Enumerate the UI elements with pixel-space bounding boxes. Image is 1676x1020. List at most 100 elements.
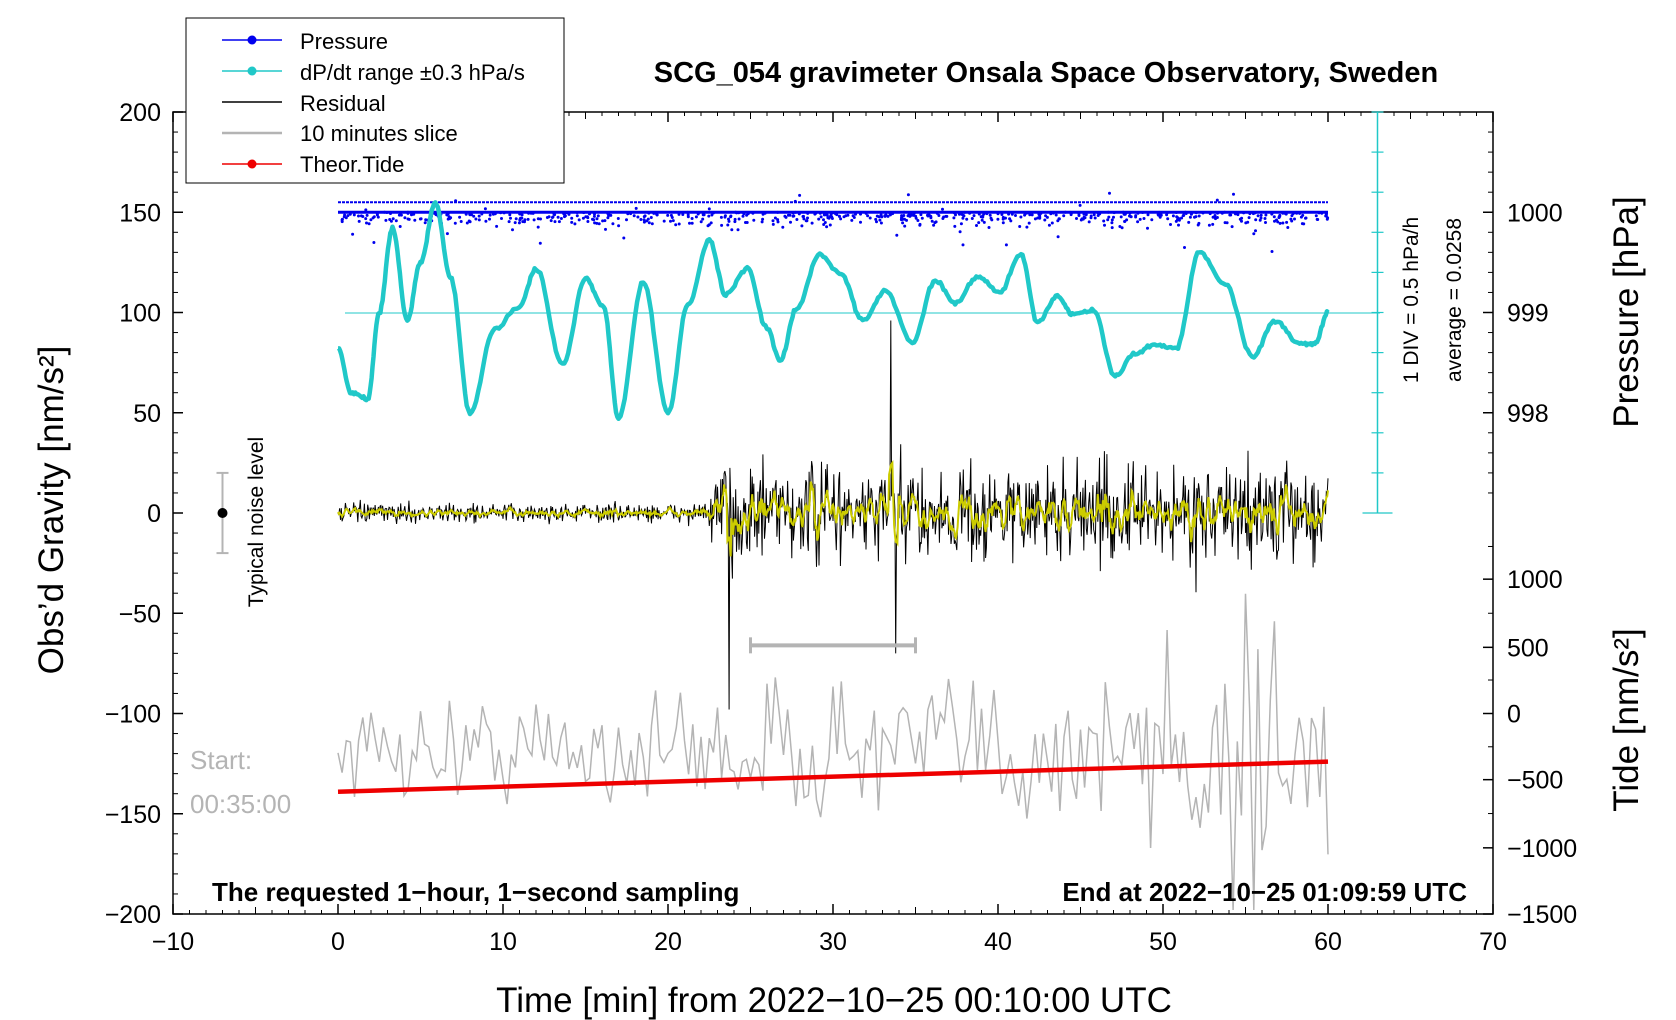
pressure-point bbox=[697, 211, 701, 215]
pressure-point bbox=[952, 216, 956, 220]
pressure-point bbox=[509, 216, 512, 220]
pressure-point bbox=[645, 219, 649, 223]
pressure-point bbox=[480, 212, 484, 216]
pressure-point bbox=[982, 220, 986, 224]
pressure-point bbox=[1079, 218, 1083, 222]
pressure-point bbox=[961, 213, 965, 217]
pressure-point bbox=[340, 220, 344, 224]
pressure-point bbox=[388, 218, 392, 221]
pressure-point bbox=[1047, 223, 1051, 227]
pressure-point bbox=[1263, 217, 1267, 220]
pressure-point bbox=[595, 217, 599, 221]
pressure-point bbox=[1304, 216, 1308, 220]
pressure-point bbox=[449, 216, 453, 220]
pressure-point bbox=[669, 219, 672, 223]
pressure-point bbox=[825, 211, 829, 215]
pressure-point bbox=[875, 220, 878, 224]
y-tick-label: 200 bbox=[119, 99, 161, 127]
pressure-point bbox=[935, 211, 939, 215]
pressure-point bbox=[776, 218, 780, 222]
pressure-point bbox=[1298, 211, 1302, 215]
pressure-point bbox=[639, 218, 643, 221]
pressure-point bbox=[804, 219, 808, 223]
pressure-point bbox=[365, 213, 369, 217]
pressure-series bbox=[338, 191, 1330, 253]
x-tick-label: 20 bbox=[654, 928, 682, 956]
pressure-point bbox=[453, 221, 457, 225]
pressure-point bbox=[575, 211, 579, 214]
pressure-point bbox=[1183, 246, 1186, 249]
pressure-point bbox=[1120, 226, 1124, 230]
pressure-point bbox=[727, 219, 731, 223]
pressure-point bbox=[886, 214, 890, 218]
pressure-point bbox=[531, 211, 535, 215]
pressure-point bbox=[488, 213, 492, 217]
pressure-point bbox=[1050, 221, 1054, 225]
pressure-point bbox=[468, 213, 472, 217]
pressure-point bbox=[707, 214, 711, 218]
pressure-point bbox=[996, 212, 1000, 216]
pressure-point bbox=[518, 212, 522, 216]
pressure-point bbox=[710, 213, 714, 217]
pressure-point bbox=[662, 219, 666, 223]
pressure-point bbox=[458, 215, 462, 219]
pressure-point bbox=[987, 226, 991, 229]
pressure-point bbox=[1146, 226, 1149, 230]
pressure-point bbox=[1220, 211, 1224, 215]
pressure-point bbox=[1211, 215, 1215, 219]
pressure-point bbox=[1030, 213, 1034, 217]
pressure-point bbox=[424, 218, 428, 222]
pressure-point bbox=[1270, 211, 1274, 215]
pressure-point bbox=[1096, 214, 1100, 217]
pressure-point bbox=[891, 212, 895, 216]
x-tick-label: −10 bbox=[152, 928, 194, 956]
pressure-point bbox=[783, 214, 787, 218]
pressure-tick-label: 1000 bbox=[1507, 199, 1563, 227]
pressure-point bbox=[419, 217, 423, 221]
pressure-point bbox=[385, 211, 389, 214]
pressure-point bbox=[622, 236, 626, 240]
pressure-point bbox=[477, 214, 481, 218]
pressure-point bbox=[1138, 217, 1142, 221]
pressure-point bbox=[776, 220, 780, 224]
dpdt-line bbox=[336, 200, 1330, 422]
pressure-point bbox=[859, 212, 862, 216]
pressure-point bbox=[802, 214, 805, 218]
pressure-point bbox=[559, 217, 563, 220]
pressure-point bbox=[1118, 225, 1122, 228]
y-tick-label: 0 bbox=[147, 500, 161, 528]
pressure-point bbox=[454, 199, 458, 203]
legend-label-tide: Theor.Tide bbox=[300, 152, 404, 177]
pressure-point bbox=[1278, 221, 1282, 225]
pressure-point bbox=[953, 224, 957, 228]
pressure-point bbox=[864, 211, 868, 215]
pressure-point bbox=[771, 219, 775, 223]
pressure-point bbox=[1259, 213, 1263, 217]
legend-label-slice: 10 minutes slice bbox=[300, 121, 458, 146]
pressure-point bbox=[1019, 215, 1023, 219]
pressure-point bbox=[1037, 212, 1041, 216]
pressure-point bbox=[902, 214, 906, 217]
pressure-point bbox=[549, 219, 553, 223]
pressure-point bbox=[632, 214, 636, 218]
pressure-point bbox=[609, 213, 613, 217]
pressure-point bbox=[1254, 229, 1257, 233]
pressure-point bbox=[727, 217, 730, 221]
pressure-point bbox=[472, 214, 476, 218]
pressure-point bbox=[357, 219, 361, 223]
y-tick-label: −100 bbox=[105, 701, 161, 729]
tide-line bbox=[337, 759, 1329, 794]
pressure-point bbox=[391, 217, 395, 221]
sampling-note: The requested 1−hour, 1−second sampling bbox=[212, 877, 739, 907]
pressure-point bbox=[737, 217, 741, 221]
pressure-point bbox=[1242, 211, 1246, 215]
pressure-point bbox=[883, 214, 887, 218]
pressure-point bbox=[1112, 215, 1115, 219]
pressure-point bbox=[649, 216, 653, 219]
pressure-point bbox=[361, 215, 365, 218]
pressure-point bbox=[1177, 218, 1181, 222]
pressure-point bbox=[798, 193, 802, 197]
pressure-point bbox=[1183, 210, 1187, 214]
pressure-point bbox=[773, 216, 777, 220]
pressure-point bbox=[1182, 213, 1186, 217]
